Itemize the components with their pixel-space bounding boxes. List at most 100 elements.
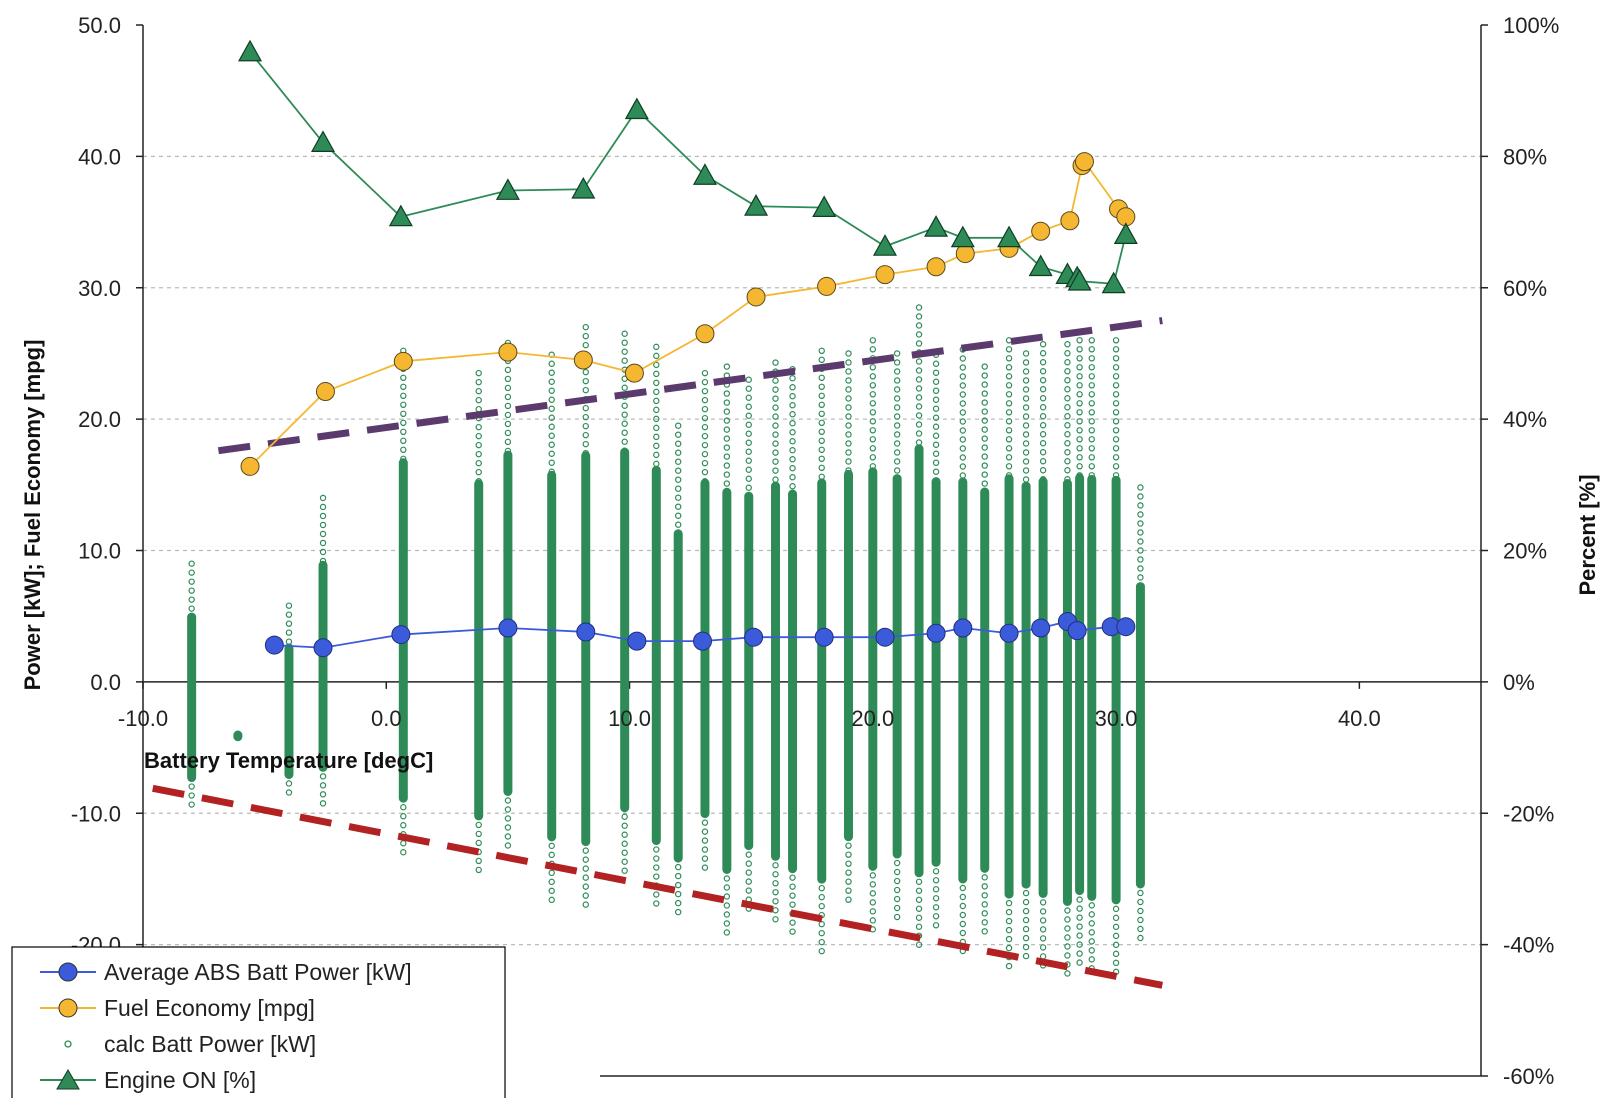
batt-power-point — [869, 391, 877, 398]
fuel-economy-point — [393, 351, 413, 371]
abs-power-point — [744, 627, 764, 647]
batt-power-point — [1022, 350, 1030, 357]
batt-power-point — [504, 833, 512, 840]
batt-power-point — [621, 339, 628, 346]
abs-power-point — [313, 638, 333, 658]
batt-power-point — [621, 813, 628, 820]
batt-power-point — [723, 426, 731, 433]
fuel-economy-point — [875, 265, 895, 285]
batt-power-point — [1088, 947, 1095, 954]
batt-power-point — [1076, 427, 1083, 434]
batt-power-point — [893, 422, 901, 429]
batt-power-point — [915, 412, 923, 419]
batt-power-point — [932, 868, 940, 875]
abs-power-point — [875, 627, 895, 647]
batt-power-point — [582, 413, 589, 421]
batt-power-point — [675, 854, 682, 862]
batt-power-point — [1039, 404, 1047, 411]
batt-power-point — [745, 412, 752, 419]
batt-power-point — [932, 423, 940, 430]
batt-power-point — [504, 393, 512, 401]
batt-power-point — [701, 396, 709, 404]
legend-label: Engine ON [%] — [104, 1067, 256, 1093]
y2-tick-label: 20% — [1503, 539, 1547, 564]
batt-power-point — [772, 422, 779, 429]
batt-power-point — [1022, 907, 1030, 915]
batt-power-point — [1064, 898, 1071, 905]
batt-power-point — [981, 892, 988, 899]
batt-power-point — [1076, 923, 1083, 930]
batt-power-point — [1022, 431, 1030, 438]
batt-power-point — [548, 360, 555, 367]
batt-power-point — [869, 409, 877, 416]
batt-power-point — [869, 427, 877, 434]
batt-power-point — [959, 445, 967, 452]
batt-power-point — [818, 947, 825, 955]
batt-power-point — [400, 849, 407, 856]
batt-power-point — [745, 394, 752, 401]
batt-power-point — [959, 400, 967, 407]
batt-power-point — [400, 419, 407, 427]
batt-power-point — [845, 377, 852, 384]
batt-power-point — [1088, 346, 1095, 353]
batt-power-point — [675, 449, 682, 456]
batt-power-point — [1088, 373, 1095, 380]
batt-power-band — [914, 304, 924, 948]
batt-power-point — [504, 429, 512, 437]
batt-power-point — [1064, 952, 1071, 959]
abs-power-point — [264, 635, 284, 655]
batt-power-point — [789, 483, 796, 490]
batt-power-point — [1064, 907, 1071, 914]
batt-power-point — [548, 414, 555, 421]
fuel-economy-point — [315, 382, 335, 402]
batt-power-band — [547, 351, 557, 904]
batt-power-point — [675, 485, 682, 492]
batt-power-point — [621, 447, 628, 454]
batt-power-point — [932, 877, 940, 884]
y-tick-label: 20.0 — [78, 407, 121, 432]
batt-power-point — [932, 414, 940, 421]
batt-power-point — [1112, 472, 1120, 479]
batt-power-point — [548, 396, 555, 403]
batt-power-band — [1087, 337, 1097, 972]
batt-power-point — [1076, 373, 1083, 380]
batt-power-point — [701, 828, 709, 835]
batt-power-point — [653, 900, 660, 907]
batt-power-point — [893, 904, 901, 912]
y-tick-label: 10.0 — [78, 539, 121, 564]
batt-power-point — [675, 458, 682, 465]
y2-tick-label: 0% — [1503, 670, 1535, 695]
batt-power-point — [893, 440, 901, 447]
batt-power-point — [869, 445, 877, 452]
engine-on-point — [1101, 271, 1126, 294]
batt-power-point — [1039, 917, 1047, 924]
batt-power-point — [504, 806, 512, 813]
engine-on-point — [571, 176, 596, 199]
batt-power-point — [845, 842, 852, 849]
batt-power-point — [1112, 373, 1120, 380]
batt-power-point — [932, 387, 940, 394]
batt-power-band — [700, 369, 710, 871]
batt-power-point — [1137, 511, 1144, 518]
batt-power-point — [548, 378, 555, 385]
batt-power-point — [1039, 944, 1047, 951]
batt-power-point — [1022, 476, 1030, 483]
batt-power-point — [319, 503, 327, 511]
batt-power-point — [1064, 359, 1071, 366]
legend-items: Average ABS Batt Power [kW] Fuel Economy … — [40, 959, 412, 1093]
batt-power-point — [1005, 436, 1013, 443]
batt-power-point — [745, 421, 752, 428]
batt-power-point — [893, 431, 901, 438]
batt-power-point — [188, 560, 195, 567]
batt-power-point — [701, 810, 709, 817]
batt-power-point — [1039, 341, 1047, 348]
batt-power-point — [818, 392, 825, 400]
batt-power-point — [915, 896, 923, 903]
batt-power-point — [959, 875, 967, 883]
batt-power-point — [1022, 395, 1030, 402]
batt-power-point — [1064, 386, 1071, 393]
legend-item: Fuel Economy [mpg] — [40, 995, 315, 1021]
batt-power-point — [582, 377, 589, 385]
batt-power-point — [701, 441, 709, 449]
engine-on-point — [1113, 222, 1138, 244]
